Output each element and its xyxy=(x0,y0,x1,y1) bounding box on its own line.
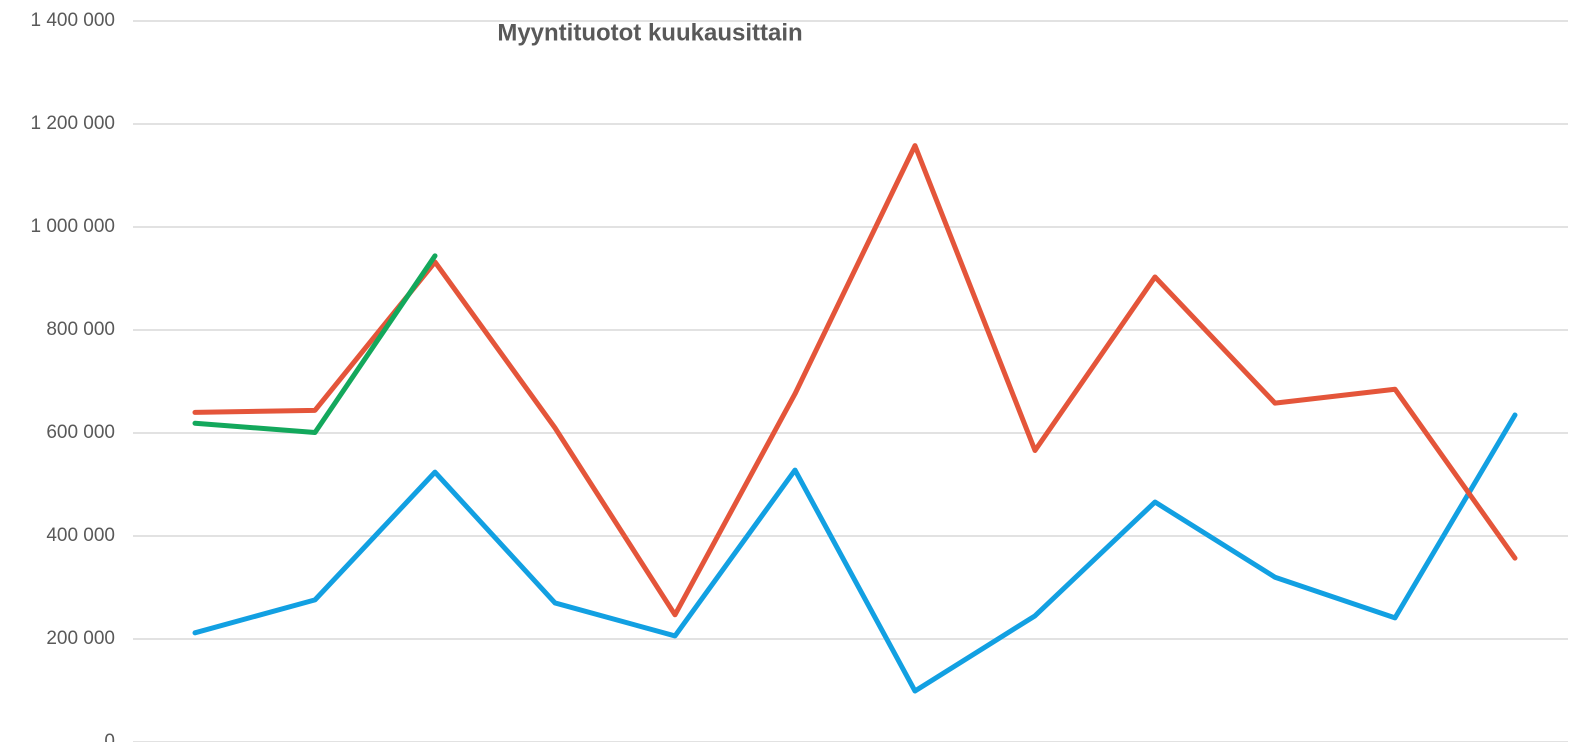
y-tick-label: 0 xyxy=(104,731,115,742)
y-tick-label: 800 000 xyxy=(46,319,115,340)
series-line xyxy=(192,412,1518,694)
y-tick-label: 1 000 000 xyxy=(30,216,115,237)
y-tick-label: 400 000 xyxy=(46,525,115,546)
chart-title: Myyntituotot kuukausittain xyxy=(497,19,802,46)
y-tick-label: 1 400 000 xyxy=(30,10,115,31)
series-line xyxy=(192,143,1518,618)
series-line xyxy=(192,253,438,435)
y-tick-label: 200 000 xyxy=(46,628,115,649)
y-tick-label: 1 200 000 xyxy=(30,113,115,134)
y-tick-label: 600 000 xyxy=(46,422,115,443)
